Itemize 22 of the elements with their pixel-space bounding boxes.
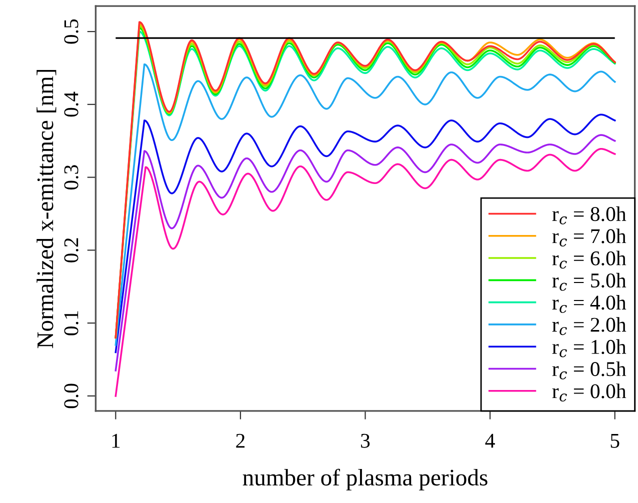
y-tick-label: 0.1 [64,311,78,336]
x-axis-title: number of plasma periods [242,468,488,490]
y-axis-title: Normalized x-emittance [nm] [36,70,56,348]
legend-label: r$_{c}$ = 0.5h [552,361,626,380]
x-tick-label: 4 [485,434,495,448]
legend-label: r$_{c}$ = 4.0h [552,295,626,313]
y-tick-label: 0.2 [64,238,78,262]
y-tick-label: 0.3 [64,165,78,190]
legend-label: r$_{c}$ = 0.0h [552,384,626,402]
y-tick-label: 0.5 [64,19,78,44]
x-tick-label: 2 [236,434,245,448]
legend-label: r$_{c}$ = 8.0h [552,206,626,224]
x-tick-label: 1 [112,434,120,448]
legend-label: r$_{c}$ = 2.0h [552,317,626,336]
y-tick-label: 0.4 [64,92,78,117]
x-tick-label: 5 [610,434,620,448]
legend-label: r$_{c}$ = 5.0h [552,272,626,291]
x-tick-label: 3 [361,434,370,448]
legend-label: r$_{c}$ = 6.0h [552,250,626,269]
legend-label: r$_{c}$ = 7.0h [552,228,626,246]
y-tick-label: 0.0 [64,384,78,408]
legend-label: r$_{c}$ = 1.0h [552,339,626,358]
